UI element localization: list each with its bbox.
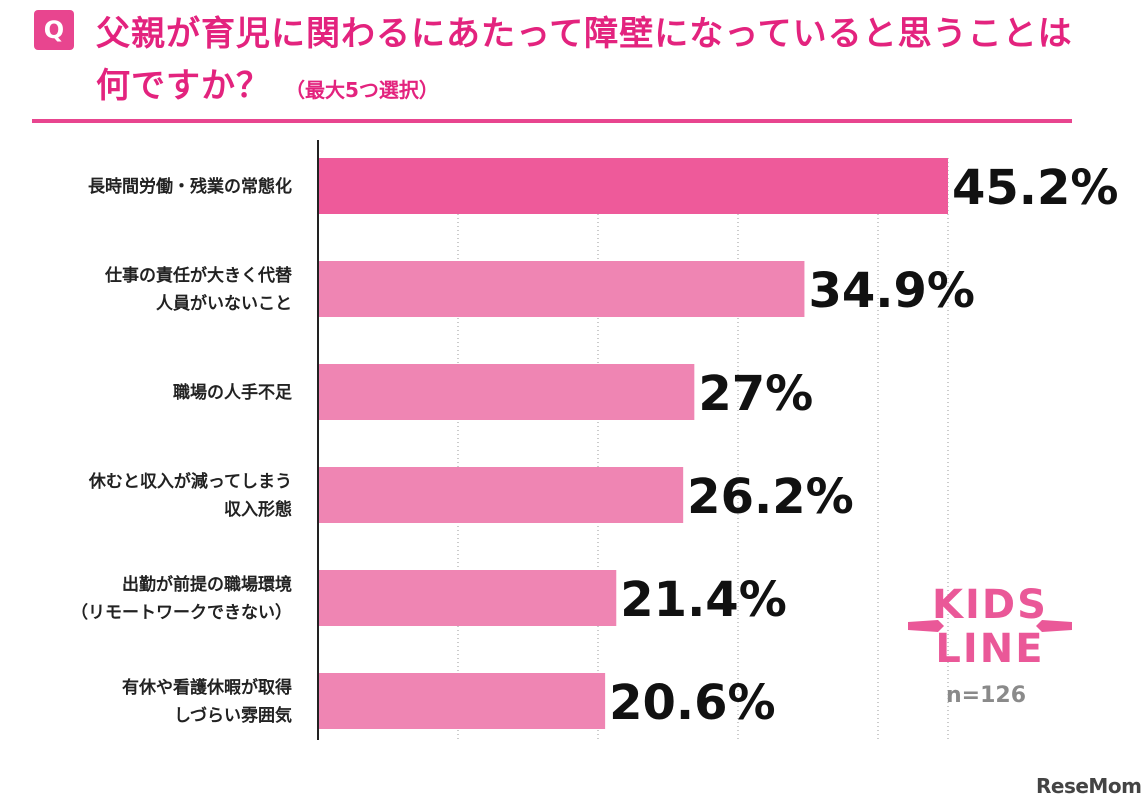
resemom-watermark: ReseMom <box>1036 774 1142 798</box>
sample-size: n=126 <box>946 683 1027 708</box>
category-label: 人員がいないこと <box>156 293 292 314</box>
value-label: 21.4% <box>620 572 787 628</box>
category-label: 仕事の責任が大きく代替 <box>104 265 293 286</box>
category-label: 休むと収入が減ってしまう <box>88 471 292 492</box>
bar <box>318 467 684 523</box>
bar <box>318 570 617 626</box>
kids-line-logo: KIDS LINE <box>908 582 1072 672</box>
value-label: 27% <box>698 366 813 422</box>
category-label: 職場の人手不足 <box>173 382 292 403</box>
bar <box>318 673 606 729</box>
question-subtitle: （最大5つ選択） <box>285 78 439 102</box>
value-label: 20.6% <box>609 675 776 731</box>
category-label: 収入形態 <box>224 499 292 520</box>
svg-text:Q: Q <box>44 17 64 43</box>
bar <box>318 158 948 214</box>
category-label: しづらい雰囲気 <box>174 705 292 726</box>
question-badge: Q <box>34 10 74 50</box>
category-label: （リモートワークできない） <box>71 602 292 623</box>
category-label: 長時間労働・残業の常態化 <box>88 176 292 197</box>
value-label: 45.2% <box>952 160 1119 216</box>
logo-text-bottom: LINE <box>935 626 1044 672</box>
bar <box>318 364 695 420</box>
logo-text-top: KIDS <box>932 582 1048 628</box>
category-label: 有休や看護休暇が取得 <box>122 677 292 698</box>
question-title: 父親が育児に関わるにあたって障壁になっていると思うことは何ですか？ （最大5つ選択… <box>96 8 1096 116</box>
value-label: 34.9% <box>808 263 975 319</box>
q-glyph: Q <box>44 17 64 43</box>
title-divider <box>32 119 1072 123</box>
value-label: 26.2% <box>687 469 854 525</box>
bar <box>318 261 805 317</box>
category-label: 出勤が前提の職場環境 <box>122 574 292 595</box>
question-text: 父親が育児に関わるにあたって障壁になっていると思うことは何ですか？ <box>96 14 1073 106</box>
